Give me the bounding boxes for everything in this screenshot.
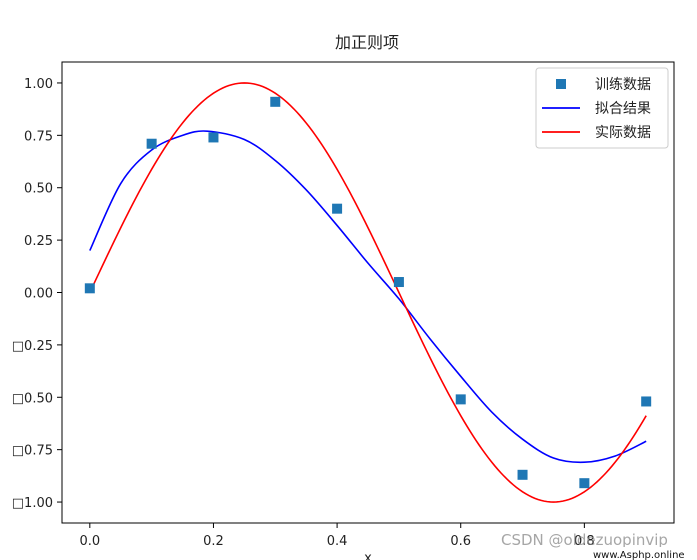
data-point xyxy=(84,283,95,294)
legend-box xyxy=(535,67,669,149)
data-point xyxy=(146,138,157,149)
x-tick-label: 0.0 xyxy=(79,534,100,549)
legend-label: 拟合结果 xyxy=(595,101,651,117)
y-axis: 1.00 0.75 0.50 0.25 0.00 □0.25 □0.50 □0.75 □1.00 xyxy=(12,77,62,511)
y-tick-label: 0.75 xyxy=(24,129,53,144)
y-tick-label: 0.25 xyxy=(24,234,53,249)
watermark-text: CSDN @oldezuopinvip xyxy=(501,531,668,549)
legend-marker-square xyxy=(556,79,566,89)
y-tick-label: □0.50 xyxy=(12,391,53,406)
legend-label: 训练数据 xyxy=(595,77,651,93)
data-point xyxy=(393,277,404,288)
y-tick-label: 1.00 xyxy=(24,77,53,92)
data-point xyxy=(641,396,652,407)
data-point xyxy=(517,469,528,480)
y-tick-label: 0.00 xyxy=(24,287,53,302)
y-tick-label: □0.25 xyxy=(12,339,53,354)
data-point xyxy=(332,203,343,214)
data-point xyxy=(455,394,466,405)
series-line-1 xyxy=(89,130,647,464)
x-tick-label: 0.8 xyxy=(574,534,595,549)
chart-title: 加正则项 xyxy=(335,33,399,52)
watermark-site: www.Asphp.online xyxy=(593,550,685,560)
x-tick-label: 0.2 xyxy=(203,534,224,549)
watermark-site-bg xyxy=(591,547,697,560)
y-tick-label: 0.50 xyxy=(24,182,53,197)
y-tick-label: □0.75 xyxy=(12,444,53,459)
legend-label: 实际数据 xyxy=(595,125,651,141)
x-tick-label: 0.6 xyxy=(450,534,471,549)
series-line-2 xyxy=(89,82,647,503)
watermark: CSDN @oldezuopinvip www.Asphp.online xyxy=(501,531,697,560)
x-axis: 0.0 0.2 0.4 0.6 0.8 xyxy=(79,523,595,549)
x-axis-label: x xyxy=(364,551,372,560)
data-point xyxy=(579,478,590,489)
data-point xyxy=(270,96,281,107)
data-point xyxy=(208,132,219,143)
x-tick-label: 0.4 xyxy=(327,534,348,549)
y-tick-label: □1.00 xyxy=(12,496,53,511)
series-layer xyxy=(84,82,652,503)
